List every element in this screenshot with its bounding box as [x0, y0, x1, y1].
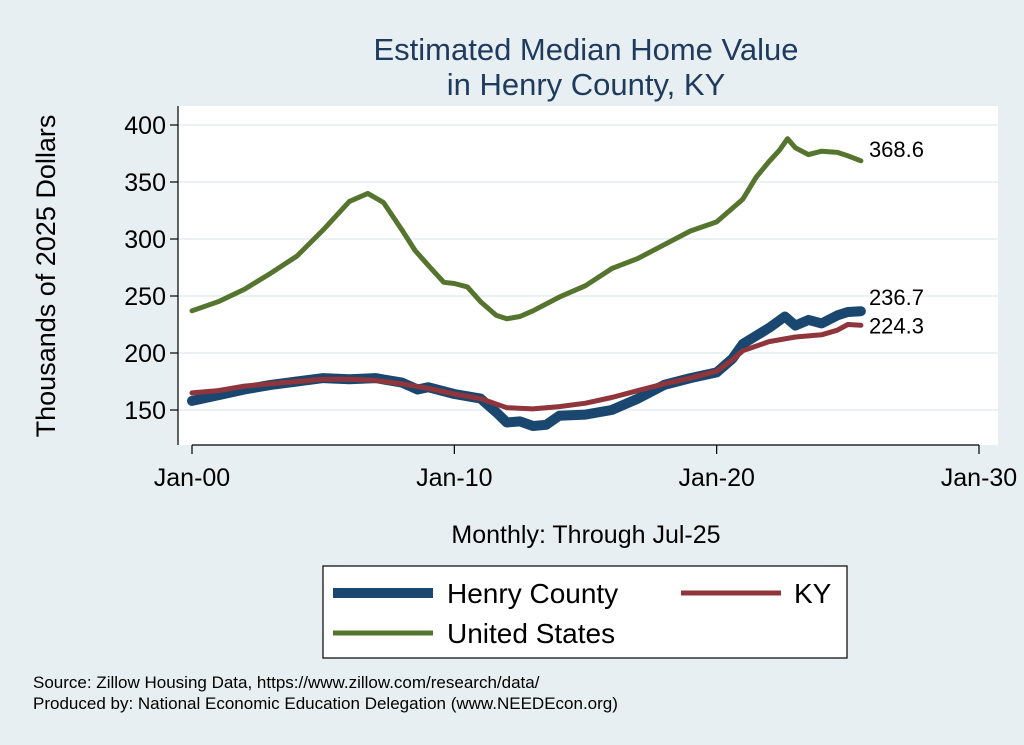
x-tick-label: Jan-30: [941, 464, 1017, 492]
x-axis-title: Monthly: Through Jul-25: [451, 521, 720, 549]
legend-box: [322, 565, 848, 659]
y-tick-label: 350: [124, 169, 166, 197]
y-tick-label: 400: [124, 112, 166, 140]
legend: Henry County KY United States: [322, 565, 848, 659]
series-line-united-states: [189, 136, 864, 322]
legend-label-ky: KY: [794, 578, 832, 609]
x-tick-label: Jan-00: [154, 464, 230, 492]
x-tick-label: Jan-10: [416, 464, 492, 492]
legend-label-henry-county: Henry County: [447, 578, 618, 609]
y-tick-label: 150: [124, 397, 166, 425]
end-label-ky: 224.3: [869, 313, 924, 338]
y-tick-label: 200: [124, 340, 166, 368]
producer-line: Produced by: National Economic Education…: [33, 694, 618, 713]
end-label-united-states: 368.6: [869, 137, 924, 162]
end-labels: 236.7 224.3 368.6: [869, 137, 924, 339]
chart-title-line-2: in Henry County, KY: [447, 67, 726, 102]
legend-label-united-states: United States: [447, 618, 615, 649]
y-tick-label: 250: [124, 283, 166, 311]
chart-title-line-1: Estimated Median Home Value: [373, 32, 798, 67]
source-line: Source: Zillow Housing Data, https://www…: [33, 673, 540, 692]
end-label-henry-county: 236.7: [869, 285, 924, 310]
y-axis-title: Thousands of 2025 Dollars: [31, 115, 61, 438]
axes: 150 200 250 300 350 400 Jan-00 Jan-10 Jan-20 Jan-…: [124, 106, 1017, 492]
y-tick-label: 300: [124, 226, 166, 254]
series-line-ky: [189, 322, 864, 412]
x-tick-label: Jan-20: [678, 464, 754, 492]
series-lines: [187, 136, 866, 431]
